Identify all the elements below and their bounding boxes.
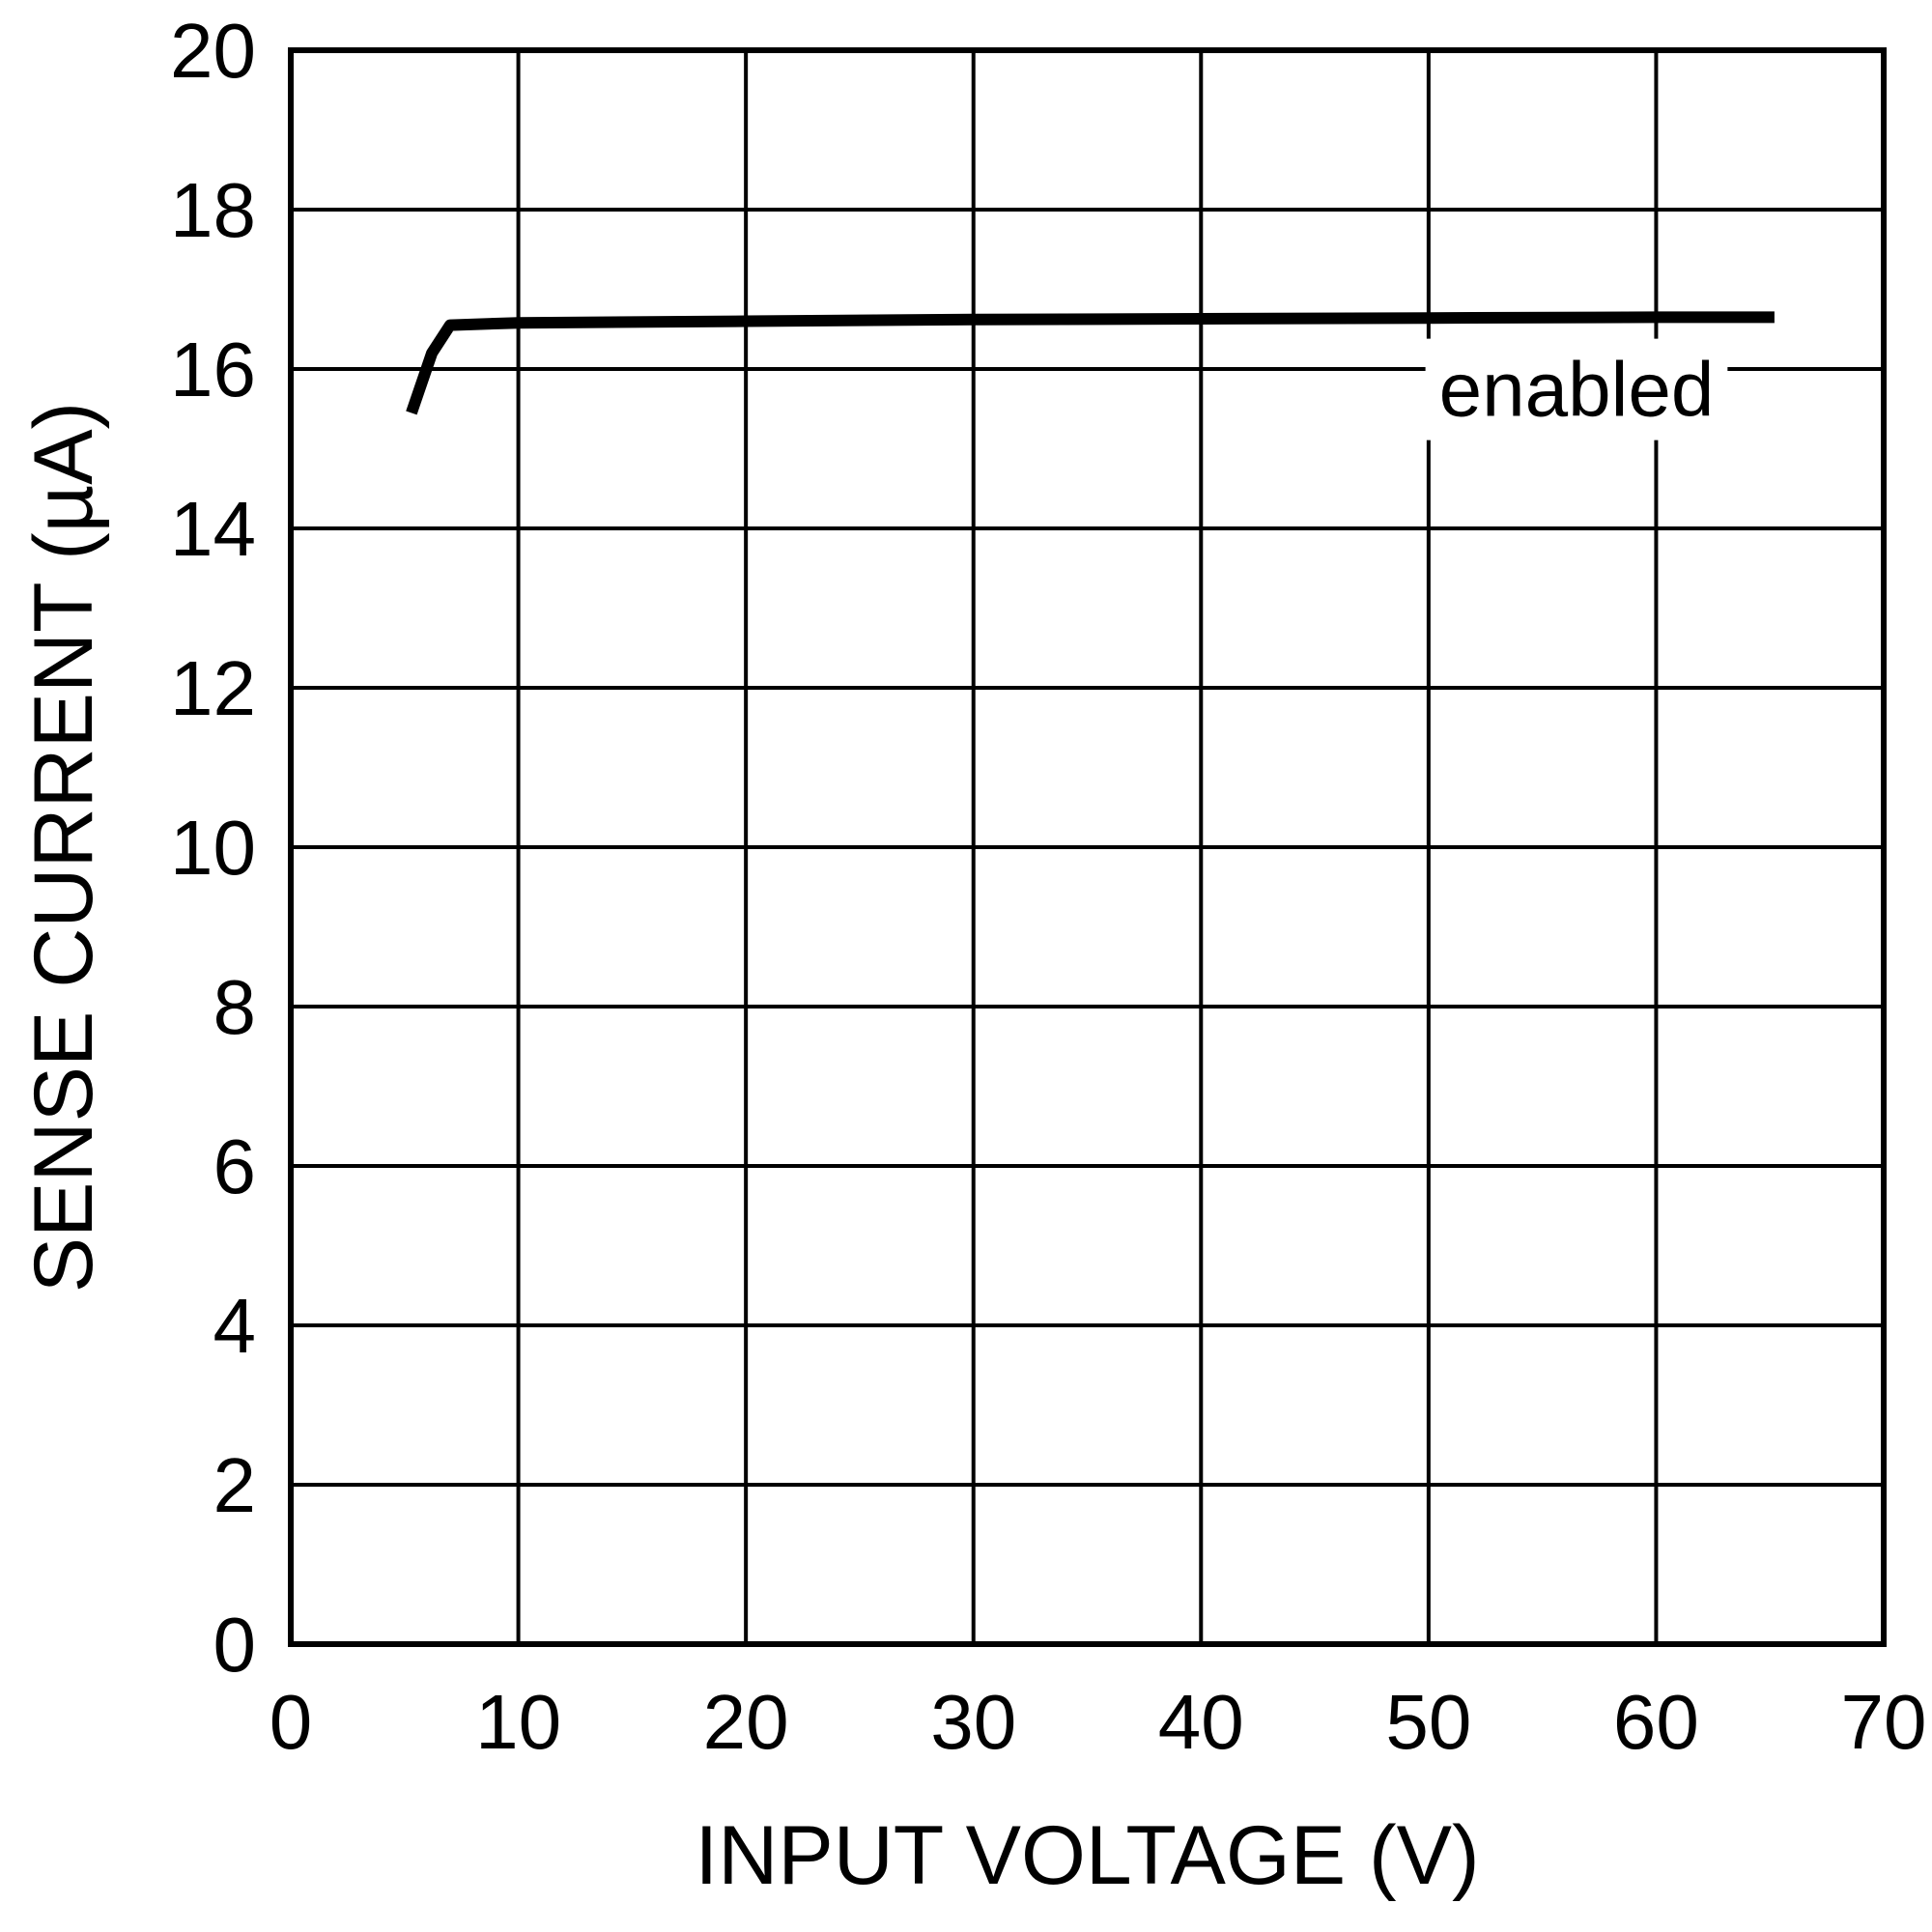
x-tick-label: 50: [1385, 1679, 1471, 1765]
x-tick-label: 30: [930, 1679, 1016, 1765]
y-tick-label: 20: [170, 8, 256, 94]
annotation-background: [1425, 338, 1728, 440]
series-line: [406, 311, 1775, 415]
x-tick-label: 40: [1158, 1679, 1244, 1765]
x-tick-label: 60: [1613, 1679, 1699, 1765]
y-axis-title: SENSE CURRENT (µA): [17, 402, 110, 1293]
y-tick-label: 12: [170, 645, 256, 731]
x-tick-label: 10: [475, 1679, 561, 1765]
y-tick-label: 6: [213, 1123, 257, 1209]
y-tick-label: 2: [213, 1442, 257, 1528]
x-tick-labels: 0 10 20 30 40 50 60 70: [270, 1679, 1927, 1765]
series-layer: [406, 311, 1775, 415]
y-tick-label: 14: [170, 486, 256, 572]
x-axis-title: INPUT VOLTAGE (V): [695, 1809, 1479, 1902]
series-annotation-label: enabled: [1439, 347, 1715, 433]
x-tick-label: 20: [703, 1679, 789, 1765]
annotations: enabled: [1425, 338, 1728, 440]
y-tick-label: 0: [213, 1602, 257, 1688]
y-tick-label: 18: [170, 167, 256, 253]
y-tick-label: 16: [170, 327, 256, 412]
plot-frame: [288, 47, 1887, 1647]
y-tick-label: 4: [213, 1283, 257, 1369]
x-tick-label: 70: [1841, 1679, 1927, 1765]
y-tick-label: 10: [170, 805, 256, 891]
plot-border: [288, 47, 1887, 1647]
y-tick-labels: 0 2 4 6 8 10 12 14 16 18 20: [170, 8, 256, 1688]
x-tick-label: 0: [270, 1679, 313, 1765]
y-tick-label: 8: [213, 964, 257, 1050]
